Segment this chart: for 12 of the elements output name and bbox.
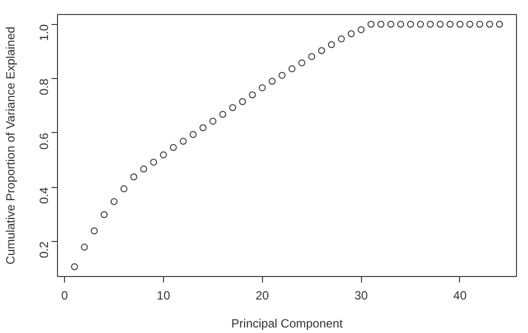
y-tick-label: 1.0	[37, 24, 51, 41]
x-axis-title: Principal Component	[231, 316, 344, 330]
y-tick-label: 0.8	[37, 78, 51, 96]
x-tick-label: 10	[156, 288, 170, 302]
x-tick-label: 30	[354, 288, 368, 302]
y-tick-label: 0.4	[37, 186, 51, 204]
y-axis-title: Cumulative Proportion of Variance Explained	[4, 26, 18, 264]
x-tick-label: 40	[453, 288, 467, 302]
x-tick-label: 0	[61, 288, 68, 302]
x-tick-label: 20	[256, 288, 270, 302]
y-tick-label: 0.2	[37, 241, 51, 258]
y-tick-label: 0.6	[37, 132, 51, 150]
